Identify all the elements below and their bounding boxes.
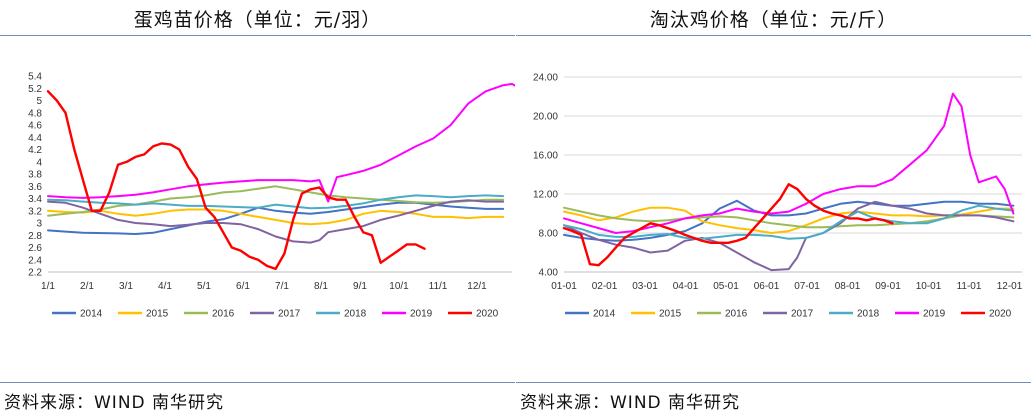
y-tick-label: 3.2 [28, 206, 42, 217]
x-tick-label: 11-01 [957, 281, 982, 292]
x-tick-label: 5/1 [197, 281, 211, 292]
legend-label-2020: 2020 [476, 309, 499, 320]
y-tick-label: 8.00 [539, 229, 559, 240]
x-tick-label: 4/1 [158, 281, 172, 292]
y-tick-label: 3.6 [28, 182, 42, 193]
y-tick-label: 3.8 [28, 170, 42, 181]
x-tick-label: 04-01 [673, 281, 699, 292]
legend-label-2015: 2015 [146, 309, 169, 320]
x-tick-label: 3/1 [119, 281, 133, 292]
x-tick-label: 7/1 [275, 281, 289, 292]
legend-label-2017: 2017 [278, 309, 301, 320]
source-note: 资料来源：WIND 南华研究 [520, 393, 741, 413]
legend-label-2016: 2016 [725, 309, 748, 320]
chick-price-chart: 2.22.42.62.833.23.43.63.844.24.44.64.855… [28, 72, 515, 320]
series-line-2014 [563, 199, 1015, 242]
x-tick-label: 03-01 [632, 281, 658, 292]
x-tick-label: 12-01 [997, 281, 1023, 292]
x-tick-label: 02-01 [592, 281, 618, 292]
legend-label-2016: 2016 [212, 309, 235, 320]
title-divider [0, 35, 515, 36]
legend-label-2017: 2017 [791, 309, 814, 320]
y-tick-label: 24.00 [533, 73, 558, 84]
series-line-2014 [47, 201, 505, 235]
chart-panel-culled-hen-price: 淘汰鸡价格（单位：元/斤） 4.00 8.00 12.00 16.00 20.00 24.… [516, 0, 1031, 415]
x-tick-label: 09-01 [875, 281, 901, 292]
series-line-2016 [47, 185, 505, 217]
source-divider [0, 382, 515, 383]
x-tick-label: 8/1 [314, 281, 328, 292]
y-tick-label: 16.00 [533, 151, 558, 162]
series-line-2017 [47, 199, 505, 244]
x-tick-label: 11/1 [429, 281, 448, 292]
x-tick-label: 9/1 [353, 281, 367, 292]
y-tick-label: 5.4 [28, 72, 42, 83]
x-tick-label: 01-01 [551, 281, 577, 292]
x-tick-label: 07-01 [794, 281, 820, 292]
legend-label-2014: 2014 [80, 309, 103, 320]
series-line-2018 [47, 194, 505, 210]
y-tick-label: 2.4 [28, 255, 42, 266]
chart-panel-chick-price: 蛋鸡苗价格（单位：元/羽） 2.2 2.4 2.6 2.8 3 3.2 3.4 3.6 3.8 4… [0, 0, 515, 415]
legend-label-2019: 2019 [410, 309, 433, 320]
x-tick-label: 05-01 [713, 281, 739, 292]
y-tick-label: 2.2 [28, 268, 42, 279]
series-line-2018 [563, 204, 1015, 240]
y-tick-label: 3.4 [28, 194, 42, 205]
y-tick-label: 2.8 [28, 231, 42, 242]
series-line-2017 [563, 200, 1015, 272]
x-tick-label: 6/1 [236, 281, 250, 292]
x-tick-label: 10-01 [916, 281, 942, 292]
legend-label-2015: 2015 [659, 309, 682, 320]
y-tick-label: 4.2 [28, 145, 42, 156]
series-line-2015 [47, 208, 505, 226]
legend-label-2018: 2018 [857, 309, 880, 320]
y-tick-label: 4.00 [539, 268, 559, 279]
series-line-2020 [562, 183, 894, 267]
x-tick-label: 12/1 [467, 281, 487, 292]
chart-title: 淘汰鸡价格（单位：元/斤） [649, 9, 898, 31]
series-line-2019 [47, 83, 515, 203]
y-tick-label: 4.4 [28, 133, 42, 144]
x-tick-label: 2/1 [80, 281, 94, 292]
legend-label-2020: 2020 [989, 309, 1012, 320]
chart-title: 蛋鸡苗价格（单位：元/羽） [133, 9, 382, 31]
x-tick-label: 10/1 [389, 281, 409, 292]
y-tick-label: 4.6 [28, 121, 42, 132]
series-line-2020 [46, 90, 426, 271]
y-tick-label: 20.00 [533, 112, 558, 123]
x-tick-label: 1/1 [41, 281, 55, 292]
x-tick-label: 06-01 [754, 281, 780, 292]
source-note: 资料来源：WIND 南华研究 [4, 393, 225, 413]
y-tick-label: 4.8 [28, 108, 42, 119]
y-tick-label: 4 [36, 157, 42, 168]
legend-label-2019: 2019 [923, 309, 946, 320]
y-tick-label: 5 [36, 96, 42, 107]
legend-label-2018: 2018 [344, 309, 367, 320]
y-tick-label: 12.00 [533, 190, 558, 201]
y-tick-label: 3 [36, 219, 42, 230]
y-tick-label: 5.2 [28, 84, 42, 95]
culled-hen-price-chart: 4.00 8.00 12.00 16.00 20.00 24.00 01-01 02-01 03… [533, 73, 1023, 320]
source-divider [516, 382, 1031, 383]
legend-label-2014: 2014 [593, 309, 616, 320]
x-tick-label: 08-01 [835, 281, 861, 292]
series-line-2019 [563, 92, 1015, 234]
title-divider [516, 35, 1031, 36]
y-tick-label: 2.6 [28, 243, 42, 254]
